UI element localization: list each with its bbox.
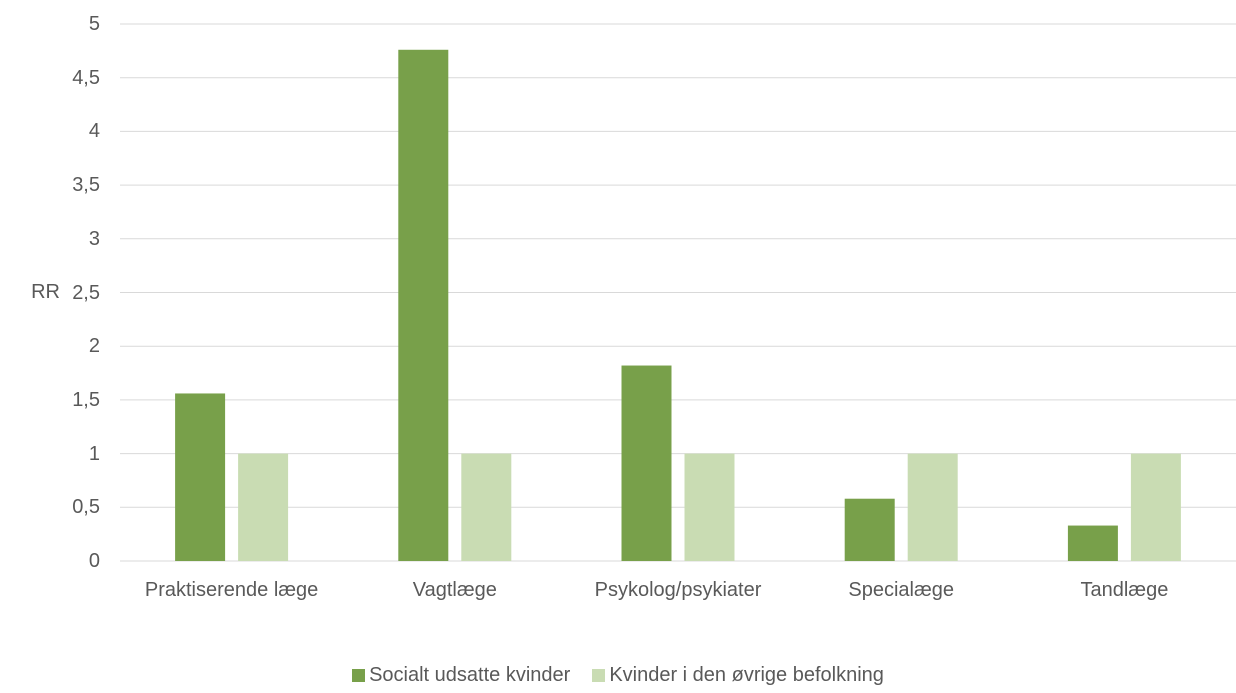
bar (175, 393, 226, 561)
y-tick-label: 1,5 (72, 388, 100, 411)
legend-label: Socialt udsatte kvinder (369, 664, 571, 686)
bar (684, 453, 735, 561)
legend-item: Kvinder i den øvrige befolkning (592, 664, 884, 687)
legend-label: Kvinder i den øvrige befolkning (609, 664, 884, 686)
x-tick-label: Praktiserende læge (144, 579, 319, 601)
bar (621, 365, 672, 561)
y-tick-label: 1 (88, 442, 100, 465)
bar (907, 453, 958, 561)
y-tick-label: 5 (88, 13, 100, 35)
y-tick-label: 2,5 (72, 281, 100, 304)
y-tick-label: 0,5 (72, 496, 100, 519)
x-tick-label: Tandlæge (1080, 579, 1169, 601)
legend: Socialt udsatte kvinder Kvinder i den øvr… (0, 664, 1236, 687)
bar (238, 453, 289, 561)
y-axis-label: RR (31, 281, 60, 303)
y-tick-label: 3,5 (72, 174, 100, 197)
bar (461, 453, 512, 561)
y-tick-label: 4 (88, 120, 100, 143)
x-tick-label: Specialæge (848, 579, 954, 601)
bar (1067, 525, 1118, 561)
x-tick-label: Psykolog/psykiater (594, 579, 762, 601)
legend-item: Socialt udsatte kvinder (352, 664, 570, 687)
bar (844, 498, 895, 561)
x-tick-label: Vagtlæge (412, 579, 497, 601)
y-tick-label: 4,5 (72, 66, 100, 89)
legend-swatch (592, 669, 606, 682)
y-tick-label: 2 (88, 335, 100, 358)
y-tick-label: 3 (88, 227, 100, 250)
legend-swatch (352, 669, 366, 682)
bar (398, 49, 449, 561)
bar (1130, 453, 1181, 561)
y-tick-label: 0 (88, 550, 100, 572)
